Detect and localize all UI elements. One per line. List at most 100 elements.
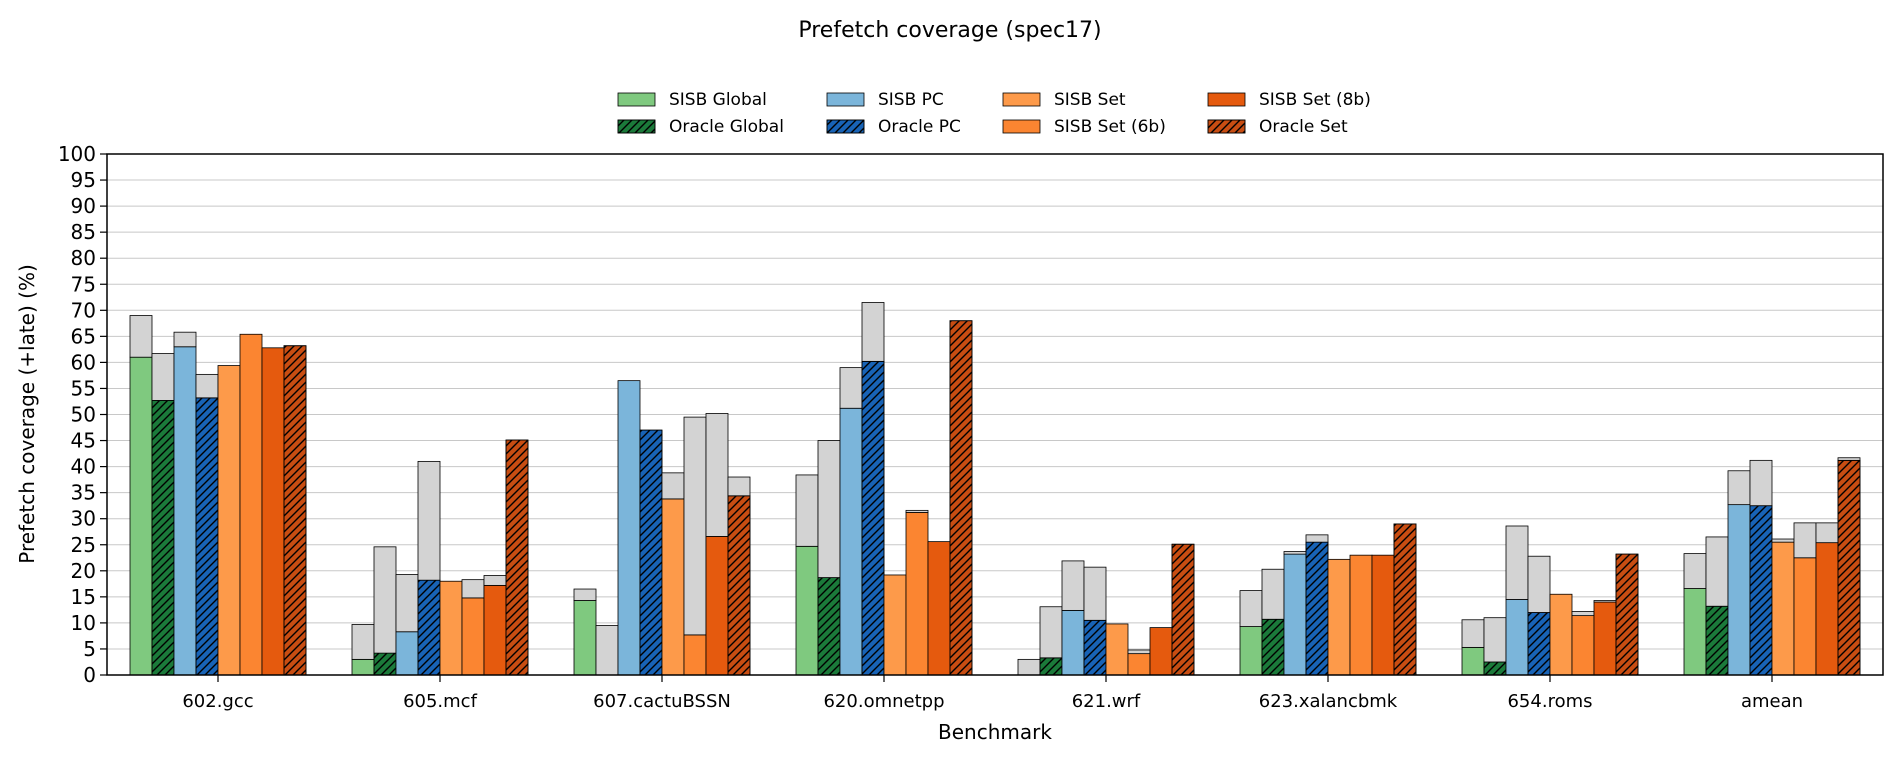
bar-hatch: [195, 397, 219, 676]
legend-label: Oracle PC: [878, 117, 961, 137]
bar-late-segment: [1793, 522, 1817, 559]
x-tick-label: 602.gcc: [182, 691, 253, 712]
bar-late-segment: [461, 579, 485, 599]
bar-hatch: [1483, 661, 1507, 676]
bar-late-segment: [727, 476, 751, 497]
bar: [351, 658, 375, 676]
bar-hatch: [949, 320, 973, 676]
bar: [573, 600, 597, 676]
bar-late-segment: [1683, 553, 1707, 589]
bar-hatch: [1527, 612, 1551, 676]
y-tick-label: 65: [71, 324, 96, 348]
y-tick-label: 95: [71, 168, 96, 192]
bar: [1461, 646, 1485, 676]
bar: [1283, 553, 1307, 676]
bar-late-segment: [795, 474, 819, 547]
x-axis-label: Benchmark: [938, 720, 1052, 744]
bar-hatch: [505, 439, 529, 676]
bar-hatch: [727, 495, 751, 676]
legend-label: Oracle Global: [669, 117, 784, 137]
bar-late-segment: [351, 624, 375, 660]
bar-late-segment: [1305, 534, 1329, 543]
y-tick-label: 60: [71, 350, 96, 374]
bar-hatch: [1837, 459, 1861, 676]
bar: [239, 333, 263, 676]
y-axis-label: Prefetch coverage (+late) (%): [15, 264, 39, 564]
bar: [927, 541, 951, 676]
bar: [1149, 627, 1173, 676]
bar-late-segment: [1505, 525, 1529, 600]
bar-late-segment: [595, 625, 619, 676]
bar: [483, 584, 507, 676]
x-tick-label: 621.wrf: [1072, 691, 1141, 712]
bar-late-segment: [1127, 649, 1151, 655]
bar-hatch: [1083, 619, 1107, 676]
bar: [1061, 609, 1085, 676]
y-tick-label: 35: [71, 481, 96, 505]
bar: [1349, 554, 1373, 676]
y-tick-label: 25: [71, 533, 96, 557]
x-axis-ticks: 602.gcc 605.mcf 607.cactuBSSN 620.omnetpp 62…: [182, 675, 1803, 712]
bar-late-segment: [1771, 538, 1795, 543]
bars: [129, 302, 1861, 676]
bar-hatch: [151, 400, 175, 676]
bar-late-segment: [1837, 457, 1861, 461]
y-tick-label: 40: [71, 455, 96, 479]
bar: [439, 580, 463, 676]
y-tick-label: 75: [71, 272, 96, 296]
bar: [173, 346, 197, 676]
y-tick-label: 0: [83, 663, 96, 687]
bar-late-segment: [483, 575, 507, 586]
bar-late-segment: [661, 472, 685, 500]
bar-late-segment: [195, 373, 219, 399]
legend-swatch: [826, 92, 865, 107]
bar: [705, 536, 729, 676]
y-tick-label: 30: [71, 507, 96, 531]
bar-late-segment: [817, 440, 841, 578]
bar-hatch: [283, 345, 307, 676]
bar-late-segment: [1061, 560, 1085, 611]
bar-late-segment: [1483, 617, 1507, 663]
bar-late-segment: [151, 353, 175, 401]
bar: [883, 574, 907, 676]
bar: [1371, 554, 1395, 676]
bar: [1593, 601, 1617, 676]
bar-late-segment: [1593, 600, 1617, 603]
bar-late-segment: [1017, 658, 1041, 676]
bar-hatch: [1261, 618, 1285, 676]
x-tick-label: 607.cactuBSSN: [593, 691, 731, 712]
bar-late-segment: [1083, 566, 1107, 621]
bar-late-segment: [173, 331, 197, 348]
y-tick-label: 45: [71, 429, 96, 453]
x-tick-label: 605.mcf: [403, 691, 478, 712]
bar-hatch: [817, 577, 841, 676]
x-tick-label: 620.omnetpp: [823, 691, 944, 712]
bar: [1505, 599, 1529, 676]
y-tick-label: 70: [71, 298, 96, 322]
bar: [1793, 557, 1817, 676]
chart-title: Prefetch coverage (spec17): [798, 18, 1101, 43]
y-tick-label: 20: [71, 559, 96, 583]
bar: [1771, 541, 1795, 676]
bar-hatch: [1305, 541, 1329, 676]
legend-swatch: [1002, 92, 1041, 107]
legend-swatch-hatch: [1207, 119, 1246, 134]
legend-swatch: [1207, 92, 1246, 107]
bar: [461, 597, 485, 676]
bar-hatch: [1039, 657, 1063, 676]
bar: [217, 365, 241, 676]
bar-hatch: [1749, 505, 1773, 676]
bar-late-segment: [417, 460, 441, 581]
bar: [1105, 623, 1129, 676]
bar: [1727, 504, 1751, 676]
bar-late-segment: [1727, 470, 1751, 506]
legend: SISB Global Oracle Global SISB PC Oracle PC…: [617, 90, 1371, 137]
bar-hatch: [417, 579, 441, 676]
gridlines: [107, 179, 1883, 650]
y-tick-label: 90: [71, 194, 96, 218]
legend-label: SISB Set: [1054, 90, 1126, 110]
y-tick-label: 55: [71, 376, 96, 400]
bar: [1127, 653, 1151, 676]
